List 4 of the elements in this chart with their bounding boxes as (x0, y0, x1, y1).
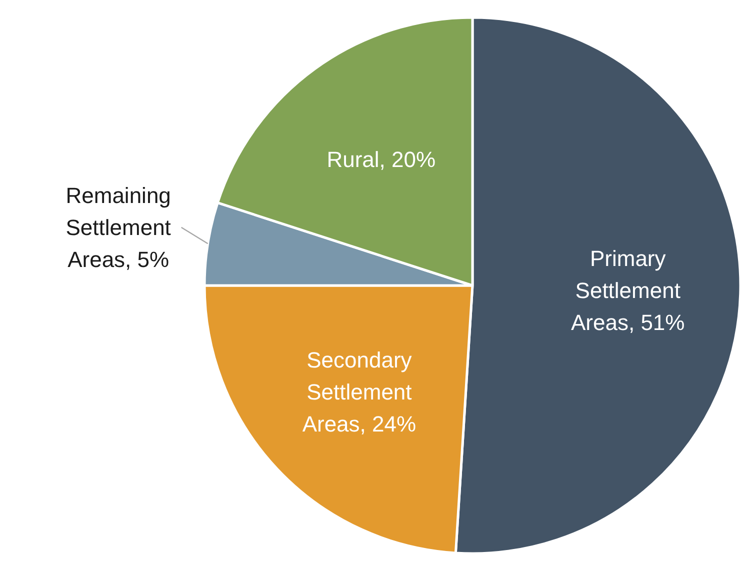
slice-label: Remaining Settlement Areas, 5% (66, 182, 171, 272)
slice-label: Rural, 20% (326, 147, 436, 172)
slice-label: Secondary Settlement Areas, 24% (302, 347, 416, 436)
slice-label: Primary Settlement Areas, 51% (571, 246, 685, 335)
